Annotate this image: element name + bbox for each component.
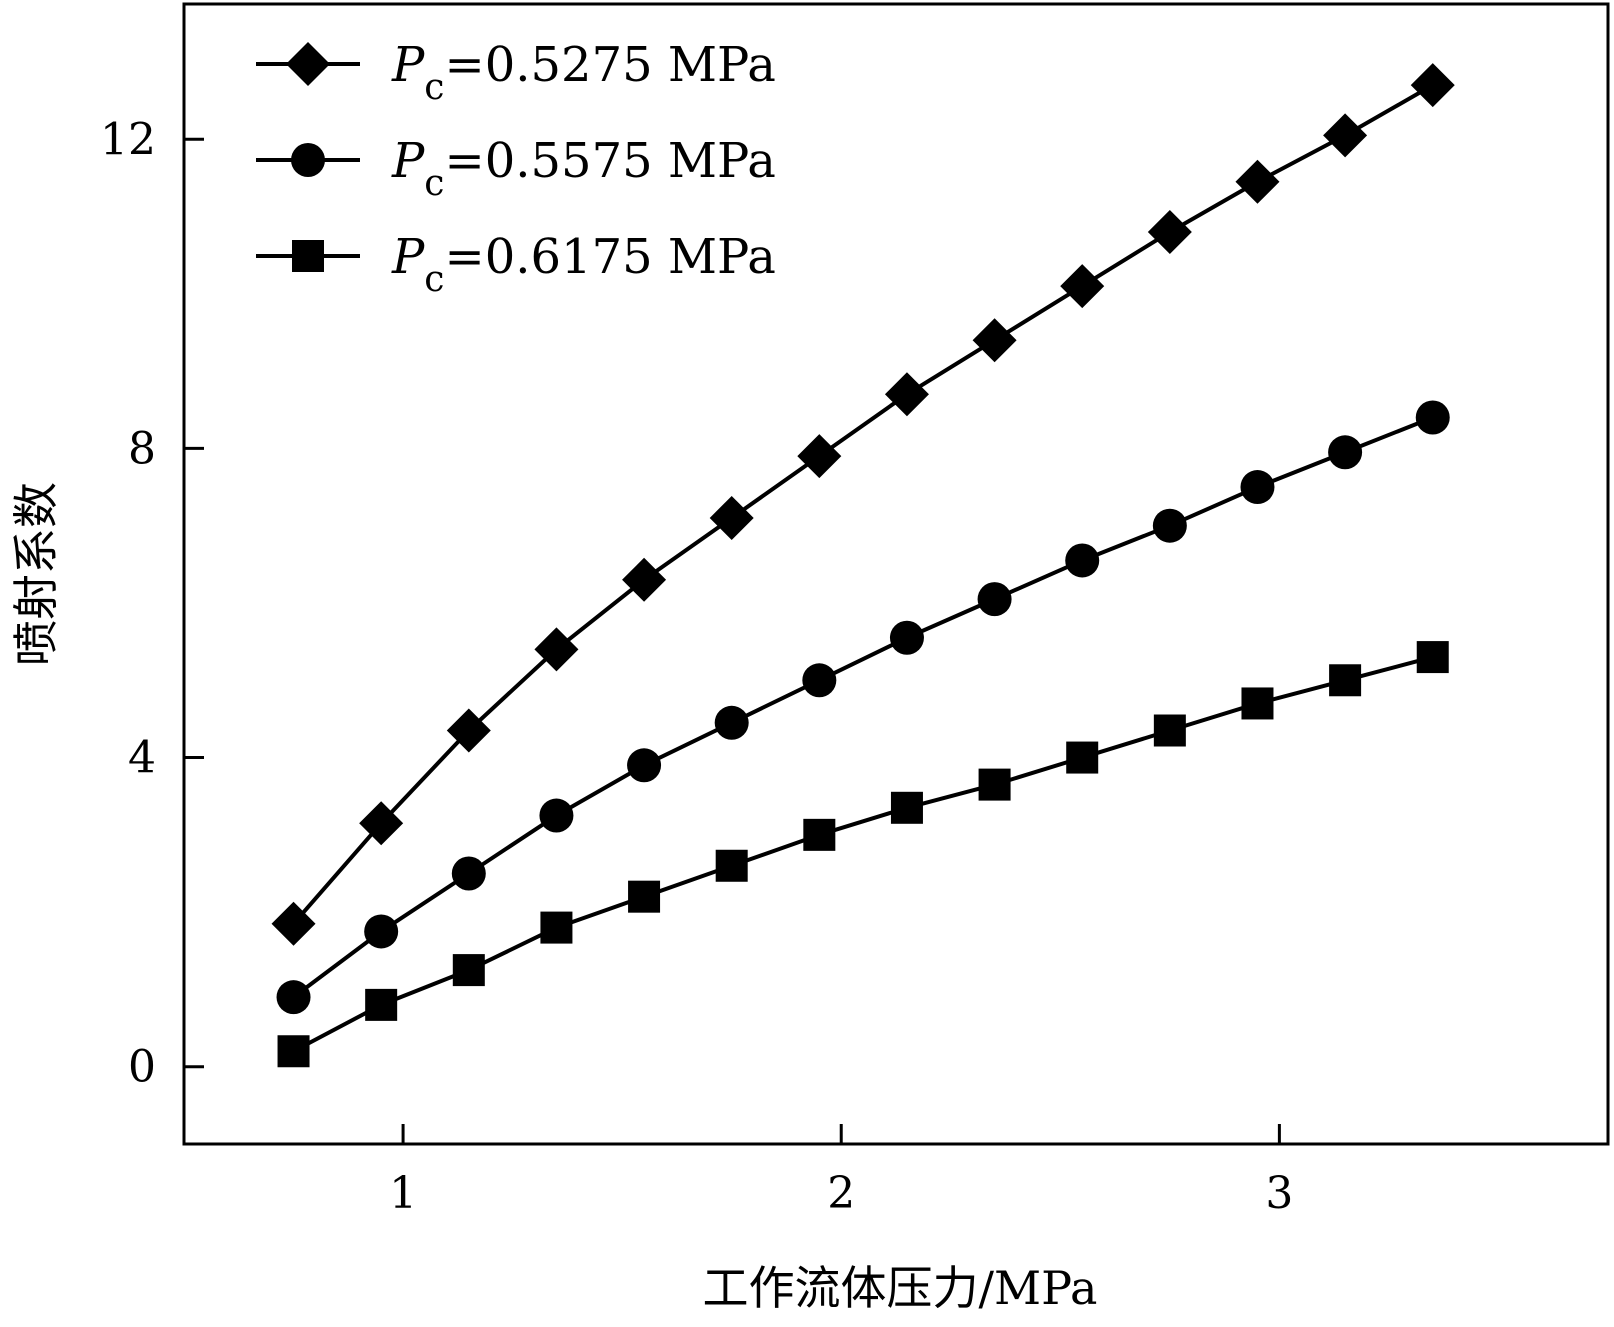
series-line bbox=[292, 83, 1434, 926]
series-layer bbox=[271, 63, 1455, 1068]
data-point bbox=[277, 1035, 310, 1068]
data-point bbox=[1235, 159, 1280, 204]
legend-label: Pc=0.5575 MPa bbox=[391, 133, 776, 204]
data-point bbox=[1153, 714, 1186, 747]
x-tick-label: 2 bbox=[827, 1168, 855, 1219]
legend: Pc=0.5275 MPa Pc=0.5575 MPa Pc=0.6175 MPa bbox=[256, 37, 776, 300]
data-point bbox=[539, 798, 574, 833]
data-point bbox=[364, 914, 399, 949]
y-tick-label: 12 bbox=[100, 114, 156, 165]
data-point bbox=[803, 818, 836, 851]
data-point bbox=[1240, 470, 1275, 505]
data-point bbox=[978, 768, 1011, 801]
data-point bbox=[365, 988, 398, 1021]
data-point bbox=[714, 705, 749, 740]
data-point bbox=[802, 663, 837, 698]
data-point bbox=[797, 434, 842, 479]
y-axis: 0 4 8 12 bbox=[100, 114, 204, 1093]
legend-marker bbox=[292, 240, 324, 272]
x-tick-label: 1 bbox=[389, 1168, 417, 1219]
legend-item-3: Pc=0.6175 MPa bbox=[256, 229, 776, 300]
legend-item-1: Pc=0.5275 MPa bbox=[256, 37, 776, 108]
y-axis-label: 喷射系数 bbox=[9, 482, 63, 666]
data-point bbox=[540, 911, 573, 944]
legend-label: Pc=0.6175 MPa bbox=[391, 229, 776, 300]
legend-label: Pc=0.5275 MPa bbox=[391, 37, 776, 108]
x-axis: 1 2 3 bbox=[389, 1124, 1293, 1219]
data-point bbox=[1241, 687, 1274, 720]
legend-item-2: Pc=0.5575 MPa bbox=[256, 133, 776, 204]
x-tick-label: 3 bbox=[1265, 1168, 1293, 1219]
legend-marker bbox=[286, 42, 330, 86]
series-3 bbox=[277, 641, 1449, 1068]
data-point bbox=[890, 791, 923, 824]
x-axis-label: 工作流体压力/MPa bbox=[703, 1261, 1098, 1315]
data-point bbox=[889, 620, 924, 655]
data-point bbox=[276, 980, 311, 1015]
data-point bbox=[977, 582, 1012, 617]
y-tick-label: 4 bbox=[128, 733, 156, 784]
data-point bbox=[1152, 508, 1187, 543]
data-point bbox=[622, 557, 667, 602]
data-point bbox=[1060, 264, 1105, 309]
data-point bbox=[534, 627, 579, 672]
data-point bbox=[1066, 741, 1099, 774]
legend-marker bbox=[291, 143, 325, 177]
data-point bbox=[715, 849, 748, 882]
data-point bbox=[972, 318, 1017, 363]
data-point bbox=[628, 880, 661, 913]
data-point bbox=[1323, 113, 1368, 158]
data-point bbox=[1147, 210, 1192, 254]
data-point bbox=[271, 901, 316, 946]
data-point bbox=[709, 495, 754, 540]
data-point bbox=[1416, 641, 1449, 674]
y-tick-label: 8 bbox=[128, 423, 156, 474]
data-point bbox=[1328, 435, 1363, 470]
data-point bbox=[1329, 664, 1362, 697]
series-2 bbox=[276, 400, 1450, 1015]
data-point bbox=[627, 748, 662, 783]
plot-frame bbox=[182, 2, 1610, 1146]
data-point bbox=[446, 708, 491, 753]
series-1 bbox=[271, 63, 1455, 946]
data-point bbox=[452, 954, 485, 987]
data-point bbox=[359, 801, 404, 846]
data-point bbox=[1415, 400, 1450, 435]
data-point bbox=[451, 856, 486, 891]
data-point bbox=[1065, 543, 1100, 578]
data-point bbox=[1410, 63, 1455, 108]
data-point bbox=[884, 372, 929, 417]
y-tick-label: 0 bbox=[128, 1042, 156, 1093]
